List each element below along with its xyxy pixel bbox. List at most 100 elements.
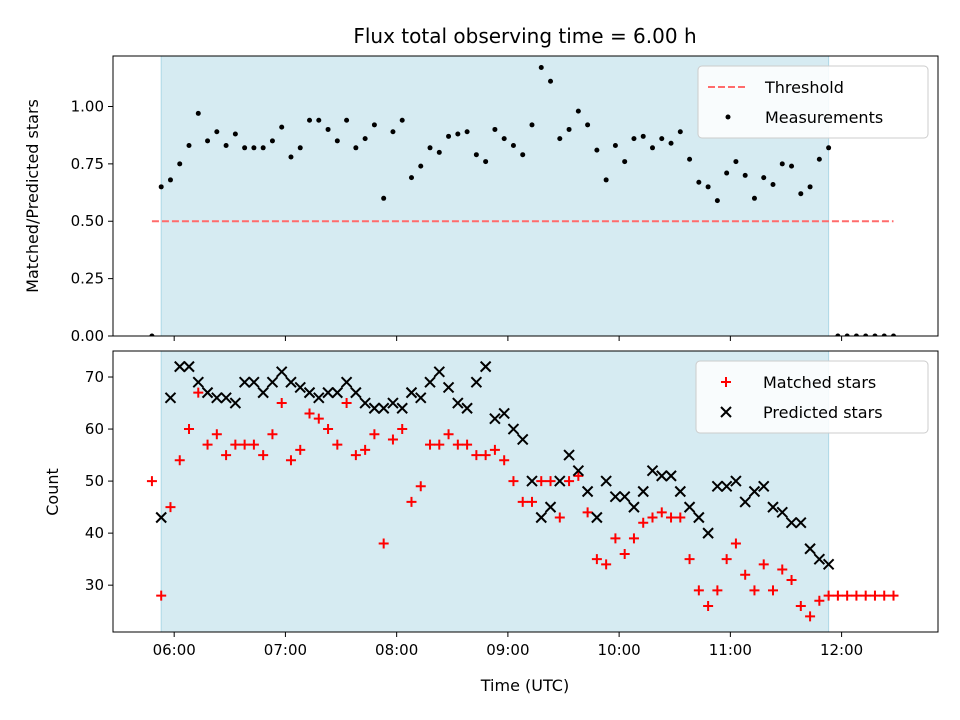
measurement-point xyxy=(371,122,377,128)
legend-entry-label: Threshold xyxy=(764,78,844,97)
measurement-point xyxy=(733,159,739,165)
matched-star-marker xyxy=(230,439,241,450)
matched-star-marker xyxy=(554,512,565,523)
matched-star-marker xyxy=(730,538,741,549)
matched-star-marker xyxy=(360,444,371,455)
measurement-point xyxy=(316,117,322,123)
predicted-star-marker xyxy=(424,376,436,388)
legend-matched-swatch xyxy=(721,377,731,387)
predicted-star-marker xyxy=(758,480,770,493)
matched-star-marker xyxy=(805,611,816,622)
predicted-star-marker xyxy=(591,511,603,524)
measurement-point xyxy=(714,198,720,204)
matched-star-marker xyxy=(684,554,695,565)
measurement-point xyxy=(473,152,479,158)
predicted-star-marker xyxy=(331,386,344,399)
predicted-star-marker xyxy=(479,360,492,373)
measurement-point xyxy=(612,143,618,149)
matched-star-marker xyxy=(536,476,547,487)
legend-entry-label: Matched stars xyxy=(763,373,876,392)
measurement-point xyxy=(816,156,822,162)
predicted-star-marker xyxy=(229,397,242,409)
measurement-point xyxy=(566,126,572,132)
measurement-point xyxy=(696,179,702,185)
legend-measurement-swatch xyxy=(725,114,731,120)
matched-star-marker xyxy=(749,585,760,596)
predicted-star-marker xyxy=(396,402,408,414)
measurement-point xyxy=(603,177,609,183)
matched-star-marker xyxy=(591,554,602,565)
matched-star-marker xyxy=(656,507,667,518)
figure-title: Flux total observing time = 6.00 h xyxy=(353,24,696,48)
predicted-star-marker xyxy=(377,402,390,414)
measurement-point xyxy=(724,170,730,176)
measurement-point xyxy=(668,140,674,146)
measurement-point xyxy=(279,124,285,130)
predicted-star-marker xyxy=(174,360,186,373)
legend-entry-label: Predicted stars xyxy=(763,403,883,422)
measurement-point xyxy=(798,191,804,197)
predicted-star-marker xyxy=(702,527,714,539)
matched-star-marker xyxy=(888,590,899,601)
predicted-star-marker xyxy=(211,392,223,404)
predicted-star-marker xyxy=(387,397,399,409)
measurement-point xyxy=(677,129,683,135)
measurement-point xyxy=(325,126,331,132)
measurement-point xyxy=(158,184,164,190)
predicted-star-marker xyxy=(785,517,798,529)
matched-star-marker xyxy=(628,533,639,544)
y-tick-label: 50 xyxy=(85,472,104,490)
measurement-point xyxy=(418,163,424,169)
predicted-star-marker xyxy=(340,376,353,388)
predicted-star-marker xyxy=(322,386,334,399)
measurement-point xyxy=(492,126,498,132)
matched-star-marker xyxy=(471,450,482,461)
measurement-point xyxy=(844,333,850,336)
measurement-point xyxy=(260,145,266,151)
predicted-star-marker xyxy=(665,470,677,482)
predicted-star-marker xyxy=(720,480,733,493)
matched-star-marker xyxy=(156,590,167,601)
matched-star-marker xyxy=(693,585,704,596)
measurement-point xyxy=(631,136,637,142)
predicted-star-marker xyxy=(822,558,835,571)
measurement-point xyxy=(334,138,340,144)
measurement-point xyxy=(167,177,173,183)
matched-star-marker xyxy=(786,574,797,585)
predicted-star-marker xyxy=(415,392,427,404)
predicted-star-marker xyxy=(257,386,269,399)
measurement-point xyxy=(501,136,507,142)
measurement-point xyxy=(538,64,544,70)
measurement-point xyxy=(807,184,813,190)
x-tick-label: 06:00 xyxy=(153,641,196,659)
predicted-star-marker xyxy=(359,397,371,409)
matched-star-marker xyxy=(248,439,259,450)
measurement-point xyxy=(464,129,470,135)
matched-star-marker xyxy=(415,481,426,492)
predicted-star-marker xyxy=(350,386,362,399)
predicted-star-marker xyxy=(405,386,418,399)
matched-star-marker xyxy=(267,429,278,440)
matched-star-marker xyxy=(489,444,500,455)
predicted-star-marker xyxy=(563,449,575,461)
matched-star-marker xyxy=(165,502,176,513)
predicted-star-marker xyxy=(609,490,622,503)
measurement-point xyxy=(177,161,183,167)
matched-star-marker xyxy=(425,439,436,450)
predicted-star-marker xyxy=(674,485,687,498)
predicted-star-marker xyxy=(572,464,585,477)
measurement-point xyxy=(446,133,452,139)
measurement-point xyxy=(205,138,211,144)
measurement-point xyxy=(427,145,433,151)
measurement-point xyxy=(649,145,655,151)
measurement-point xyxy=(510,143,516,149)
measurement-point xyxy=(362,136,368,142)
measurement-point xyxy=(288,154,294,160)
measurement-point xyxy=(214,129,220,135)
measurement-point xyxy=(251,145,257,151)
measurement-point xyxy=(770,182,776,188)
measurement-point xyxy=(399,117,405,123)
measurement-point xyxy=(751,195,757,201)
measurement-point xyxy=(408,175,414,181)
matched-star-marker xyxy=(823,590,834,601)
